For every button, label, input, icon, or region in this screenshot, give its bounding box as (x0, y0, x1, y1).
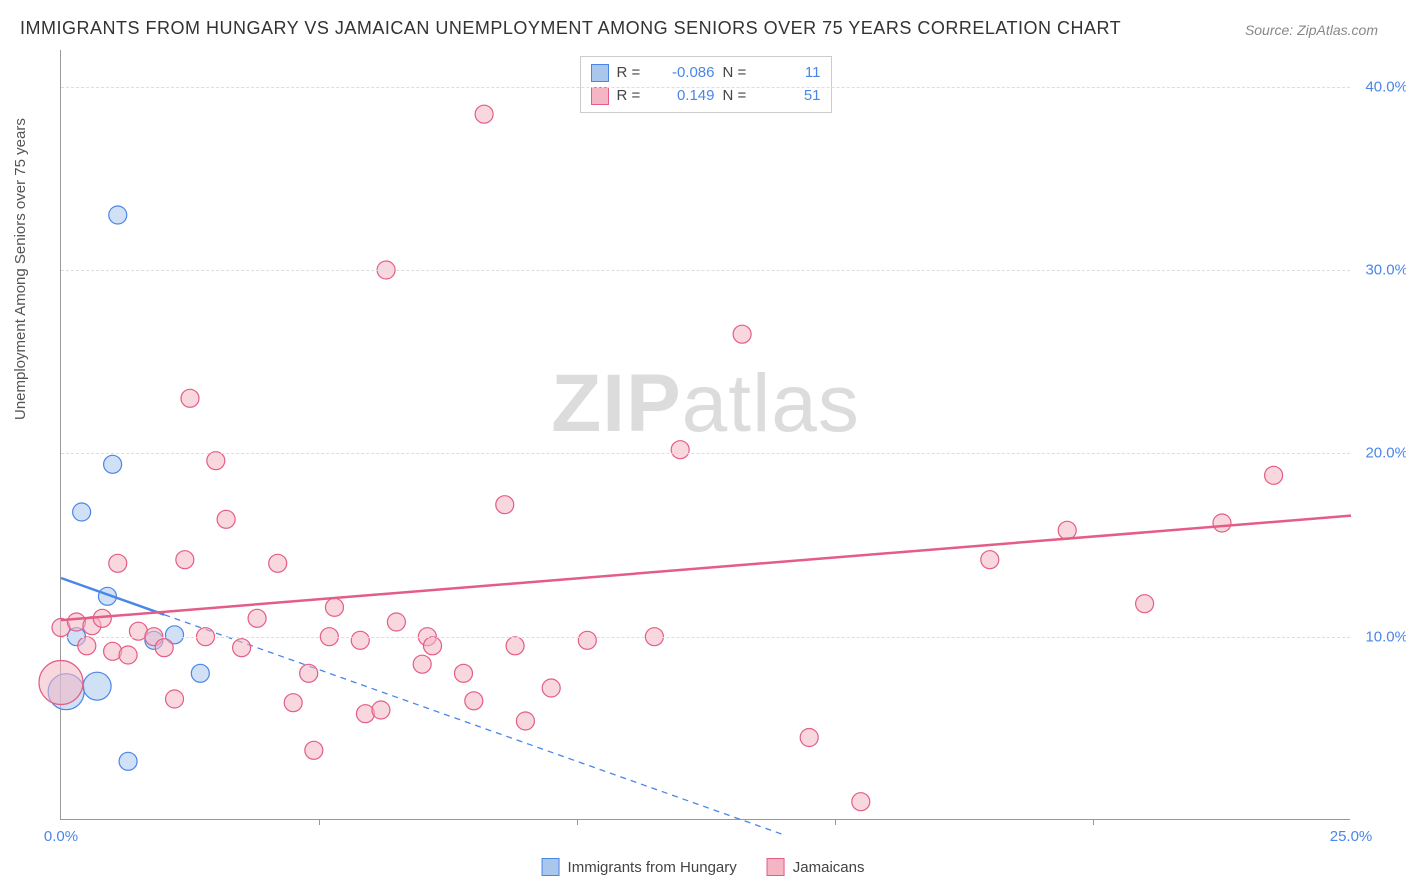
data-point-jamaicans (413, 655, 431, 673)
y-tick-label: 30.0% (1358, 262, 1406, 279)
data-point-jamaicans (578, 631, 596, 649)
data-point-jamaicans (465, 692, 483, 710)
gridline (61, 87, 1350, 88)
data-point-jamaicans (269, 554, 287, 572)
data-point-jamaicans (325, 598, 343, 616)
gridline (61, 637, 1350, 638)
x-tick (577, 819, 578, 825)
chart-svg (61, 50, 1350, 819)
x-tick (835, 819, 836, 825)
y-tick-label: 40.0% (1358, 78, 1406, 95)
data-point-hungary (83, 672, 111, 700)
data-point-jamaicans (284, 694, 302, 712)
data-point-jamaicans (166, 690, 184, 708)
data-point-jamaicans (248, 609, 266, 627)
legend-label-jamaicans: Jamaicans (793, 859, 865, 876)
data-point-jamaicans (1265, 466, 1283, 484)
x-tick-label: 0.0% (44, 828, 78, 845)
data-point-jamaicans (119, 646, 137, 664)
data-point-jamaicans (800, 729, 818, 747)
data-point-hungary (73, 503, 91, 521)
gridline (61, 453, 1350, 454)
data-point-jamaicans (207, 452, 225, 470)
data-point-jamaicans (109, 554, 127, 572)
data-point-jamaicans (542, 679, 560, 697)
data-point-jamaicans (78, 637, 96, 655)
plot-area: ZIPatlas R = -0.086 N = 11 R = 0.149 N =… (60, 50, 1350, 820)
data-point-jamaicans (39, 661, 83, 705)
data-point-jamaicans (516, 712, 534, 730)
swatch-hungary-bottom (542, 858, 560, 876)
data-point-jamaicans (671, 441, 689, 459)
chart-source: Source: ZipAtlas.com (1245, 22, 1378, 38)
x-tick (319, 819, 320, 825)
data-point-jamaicans (176, 551, 194, 569)
data-point-jamaicans (1136, 595, 1154, 613)
data-point-jamaicans (351, 631, 369, 649)
series-legend: Immigrants from Hungary Jamaicans (542, 858, 865, 876)
data-point-jamaicans (155, 639, 173, 657)
data-point-hungary (119, 752, 137, 770)
data-point-jamaicans (233, 639, 251, 657)
data-point-jamaicans (181, 389, 199, 407)
data-point-jamaicans (372, 701, 390, 719)
data-point-jamaicans (300, 664, 318, 682)
chart-title: IMMIGRANTS FROM HUNGARY VS JAMAICAN UNEM… (20, 18, 1121, 39)
y-axis-label: Unemployment Among Seniors over 75 years (12, 118, 29, 420)
data-point-jamaicans (305, 741, 323, 759)
data-point-jamaicans (981, 551, 999, 569)
legend-label-hungary: Immigrants from Hungary (568, 859, 737, 876)
y-tick-label: 10.0% (1358, 628, 1406, 645)
data-point-hungary (104, 455, 122, 473)
data-point-jamaicans (733, 325, 751, 343)
data-point-jamaicans (852, 793, 870, 811)
data-point-hungary (109, 206, 127, 224)
data-point-jamaicans (1058, 521, 1076, 539)
data-point-jamaicans (475, 105, 493, 123)
y-tick-label: 20.0% (1358, 445, 1406, 462)
data-point-jamaicans (454, 664, 472, 682)
data-point-jamaicans (217, 510, 235, 528)
legend-item-jamaicans: Jamaicans (767, 858, 865, 876)
swatch-jamaicans-bottom (767, 858, 785, 876)
legend-item-hungary: Immigrants from Hungary (542, 858, 737, 876)
data-point-jamaicans (424, 637, 442, 655)
data-point-jamaicans (387, 613, 405, 631)
x-tick (1093, 819, 1094, 825)
data-point-jamaicans (506, 637, 524, 655)
data-point-jamaicans (496, 496, 514, 514)
data-point-jamaicans (1213, 514, 1231, 532)
data-point-hungary (191, 664, 209, 682)
gridline (61, 270, 1350, 271)
x-tick-label: 25.0% (1330, 828, 1373, 845)
